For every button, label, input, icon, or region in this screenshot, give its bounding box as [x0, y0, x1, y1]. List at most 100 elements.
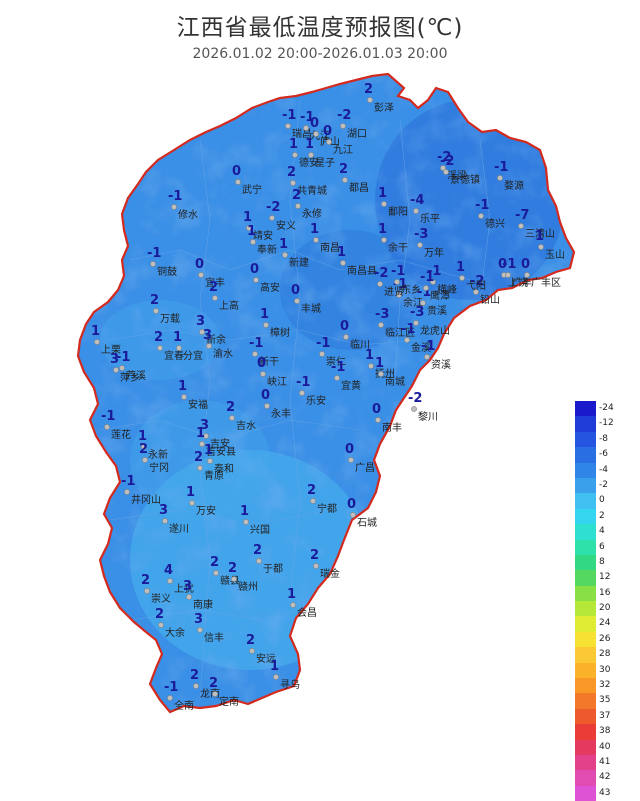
station-dot [157, 345, 163, 351]
station-marker: -2 铅山 [470, 274, 500, 306]
station-name: 上犹 [174, 583, 194, 595]
station-temperature: 0 [498, 257, 507, 272]
station-temperature: 2 [292, 188, 301, 203]
legend-entry: 32 [575, 678, 635, 694]
station-temperature: -1 [420, 270, 434, 285]
station-marker: -1贵溪 [417, 285, 447, 317]
station-temperature: 1 [375, 356, 384, 371]
legend-entry: 42 [575, 770, 635, 786]
station-marker: 1余干 [378, 222, 408, 254]
station-marker: -1 金溪 [401, 322, 431, 354]
station-dot [430, 279, 436, 285]
legend-swatch [575, 708, 596, 725]
station-name: 临江区 [385, 326, 415, 339]
station-name: 南丰 [382, 421, 402, 434]
legend-label: 41 [599, 756, 611, 767]
legend-swatch [575, 431, 596, 448]
station-marker: -1 鹰潭 [420, 270, 450, 302]
station-name: 宜丰 [205, 276, 225, 289]
station-name: 铅山 [480, 293, 500, 306]
station-temperature: 1 [310, 222, 319, 237]
station-temperature: -2 [437, 150, 451, 165]
station-marker: 1鄱阳 [378, 186, 408, 218]
station-name: 大余 [165, 626, 185, 639]
station-dot [290, 602, 296, 608]
station-temperature: 1 [279, 237, 288, 252]
station-marker: 2赣州 [228, 561, 258, 593]
station-name: 瑞金 [320, 567, 340, 580]
station-temperature: -1 [282, 108, 296, 123]
station-dot [404, 337, 410, 343]
legend-swatch [575, 693, 596, 709]
station-temperature: -1 [249, 336, 263, 351]
station-name: 南康 [193, 598, 213, 611]
station-marker: 2大余 [155, 607, 185, 639]
station-name: 新建 [289, 256, 309, 269]
station-dot [326, 139, 332, 145]
station-name: 弋阳 [466, 279, 486, 292]
station-name: 共青城 [297, 184, 327, 197]
station-name: 湖口 [347, 128, 367, 140]
station-marker: -1 资溪 [421, 339, 451, 371]
station-name: 峡江 [267, 375, 287, 388]
station-dot [263, 322, 269, 328]
station-name: 崇仁 [326, 356, 346, 368]
legend-swatch [575, 770, 596, 786]
station-name: 分宜 [183, 349, 203, 362]
station-name: 永修 [302, 207, 322, 220]
station-dot [313, 563, 319, 569]
station-name: 定南 [219, 695, 239, 708]
station-temperature: 1 [247, 224, 256, 239]
station-temperature: 2 [190, 668, 199, 683]
station-marker: 0石城 [347, 497, 377, 529]
station-temperature: 0 [347, 497, 356, 512]
station-name: 东乡 [401, 283, 421, 296]
station-temperature: 1 [186, 485, 195, 500]
county-boundaries [99, 99, 491, 701]
station-name: 宁冈 [149, 461, 169, 474]
station-temperature: 2 [209, 676, 218, 691]
station-temperature: 1 [270, 659, 279, 674]
station-marker: -1 修水 [168, 189, 198, 221]
station-name: 临川 [350, 338, 370, 351]
legend-entry: 24 [575, 616, 635, 632]
station-temperature: -2 [266, 200, 280, 215]
station-marker: 2永修 [292, 188, 322, 220]
station-marker: 1分宜 [173, 330, 203, 362]
station-temperature: 1 [204, 443, 213, 458]
station-dot [124, 489, 130, 495]
station-dot [348, 457, 354, 463]
station-name: 莲花 [111, 428, 131, 441]
station-name: 上栗 [101, 344, 121, 356]
station-marker: 1南城 [375, 356, 405, 388]
station-name: 抚州 [375, 368, 395, 380]
legend-label: 40 [599, 741, 611, 752]
station-marker: 1玉山 [535, 229, 565, 261]
station-dot [153, 308, 159, 314]
legend-entry: -6 [575, 447, 635, 463]
legend-label: 24 [599, 618, 611, 629]
station-marker: 1新建 [279, 237, 309, 269]
station-marker: 3南康 [183, 579, 213, 611]
station-temperature: 0 [232, 164, 241, 179]
station-dot [212, 295, 218, 301]
station-dot [113, 367, 119, 373]
temperature-map: 2彭泽-1瑞昌-1九江-2湖口0庐山0九江1德安1星子2都昌0武宁2共青城2永修… [76, 72, 576, 714]
station-temperature: 0 [261, 388, 270, 403]
color-legend: -24 -12 -8 -6 -4 -2 0 2 4 6 8 12 16 20 24 26 28 30 32 35 37 3… [575, 401, 635, 801]
legend-entry: 40 [575, 739, 635, 755]
station-temperature: 2 [194, 450, 203, 465]
station-dot [207, 458, 213, 464]
station-name: 德兴 [485, 217, 505, 230]
legend-entry: 28 [575, 647, 635, 663]
legend-label: 26 [599, 633, 611, 644]
station-dot [413, 320, 419, 326]
station-dot [290, 180, 296, 186]
station-temperature: -2 [374, 266, 388, 281]
station-name: 万安 [196, 504, 216, 517]
station-temperature: -1 [296, 375, 310, 390]
station-marker: 2都昌 [339, 162, 369, 194]
legend-label: 6 [599, 541, 605, 552]
